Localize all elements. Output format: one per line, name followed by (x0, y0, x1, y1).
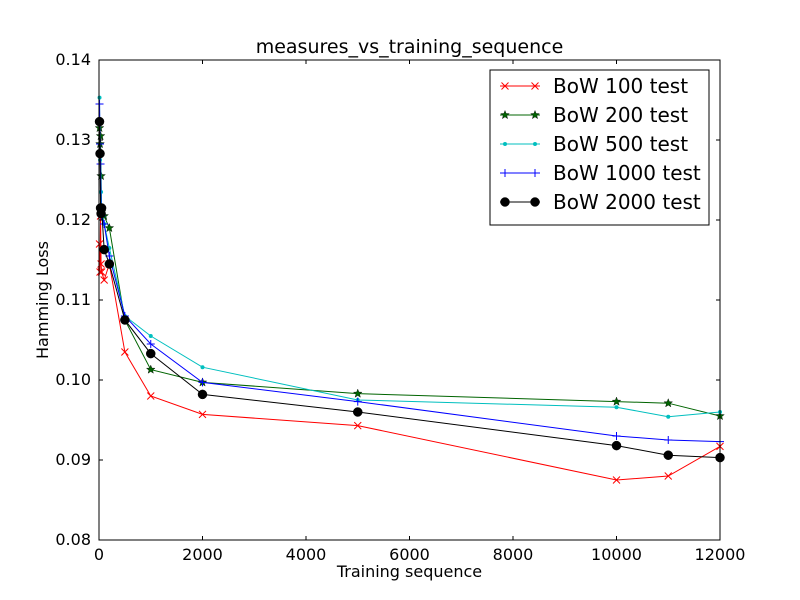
x-tick-label: 4000 (286, 545, 327, 564)
x-axis-title: Training sequence (336, 562, 482, 581)
data-point (612, 432, 621, 440)
data-point (352, 388, 363, 398)
x-tick-label: 10000 (591, 545, 642, 564)
data-point (611, 440, 622, 451)
data-point (94, 116, 105, 127)
data-point (146, 340, 155, 348)
legend-label: BoW 2000 test (553, 190, 701, 214)
data-point (664, 472, 673, 480)
data-point (145, 364, 156, 374)
x-tick-label: 6000 (389, 545, 430, 564)
x-tick-label: 8000 (493, 545, 534, 564)
data-point (100, 276, 109, 284)
data-point (612, 476, 621, 484)
data-point (104, 222, 115, 233)
data-point (666, 414, 671, 419)
legend-entry: BoW 100 test (500, 74, 688, 98)
y-axis-title: Hamming Loss (33, 241, 52, 359)
y-tick-label: 0.12 (55, 210, 91, 229)
chart-title: measures_vs_training_sequence (256, 36, 564, 58)
data-point (96, 203, 107, 213)
x-tick-label: 2000 (182, 545, 223, 564)
data-point (99, 244, 109, 255)
y-tick-label: 0.14 (55, 50, 91, 69)
data-point (100, 220, 109, 228)
legend-label: BoW 500 test (553, 132, 688, 156)
data-point (197, 389, 208, 400)
legend-entry: BoW 1000 test (500, 161, 701, 185)
data-point (611, 396, 622, 406)
y-tick-label: 0.13 (55, 130, 91, 149)
legend-label: BoW 1000 test (553, 161, 701, 185)
data-point (104, 259, 115, 269)
legend-label: BoW 100 test (553, 74, 688, 98)
data-point (95, 130, 106, 141)
data-point (146, 392, 155, 400)
legend-entry: BoW 500 test (500, 132, 688, 156)
y-tick-label: 0.08 (55, 530, 91, 549)
data-point (663, 398, 674, 408)
legend: BoW 100 test BoW 200 test BoW 500 test BoW … (489, 69, 710, 226)
y-tick-label: 0.09 (55, 450, 91, 469)
data-point (198, 410, 207, 419)
data-point (146, 348, 156, 359)
data-point (198, 378, 207, 387)
legend-entry: BoW 200 test (500, 103, 688, 127)
data-point (148, 334, 153, 338)
data-point (200, 365, 205, 370)
y-tick-label: 0.11 (55, 290, 91, 309)
data-point (97, 95, 102, 100)
plot-area: 0 2000 4000 6000 8000 10000 12000 0.08 0.09 0.10 0… (55, 50, 745, 564)
x-tick-label: 12000 (695, 545, 746, 564)
data-point (95, 100, 104, 108)
data-point (353, 421, 362, 430)
legend-entry: BoW 2000 test (500, 190, 701, 214)
data-point (663, 450, 673, 460)
data-point (353, 407, 363, 417)
data-point (121, 348, 129, 356)
data-point (353, 397, 362, 406)
data-point (120, 315, 130, 325)
data-point (664, 436, 673, 444)
x-tick-label: 0 (94, 545, 104, 564)
data-point (96, 268, 104, 276)
series-line-0 (99, 215, 721, 481)
data-point (614, 405, 619, 410)
data-point (95, 148, 105, 159)
legend-box (489, 69, 710, 226)
legend-label: BoW 200 test (553, 103, 688, 127)
y-tick-label: 0.10 (55, 370, 91, 389)
